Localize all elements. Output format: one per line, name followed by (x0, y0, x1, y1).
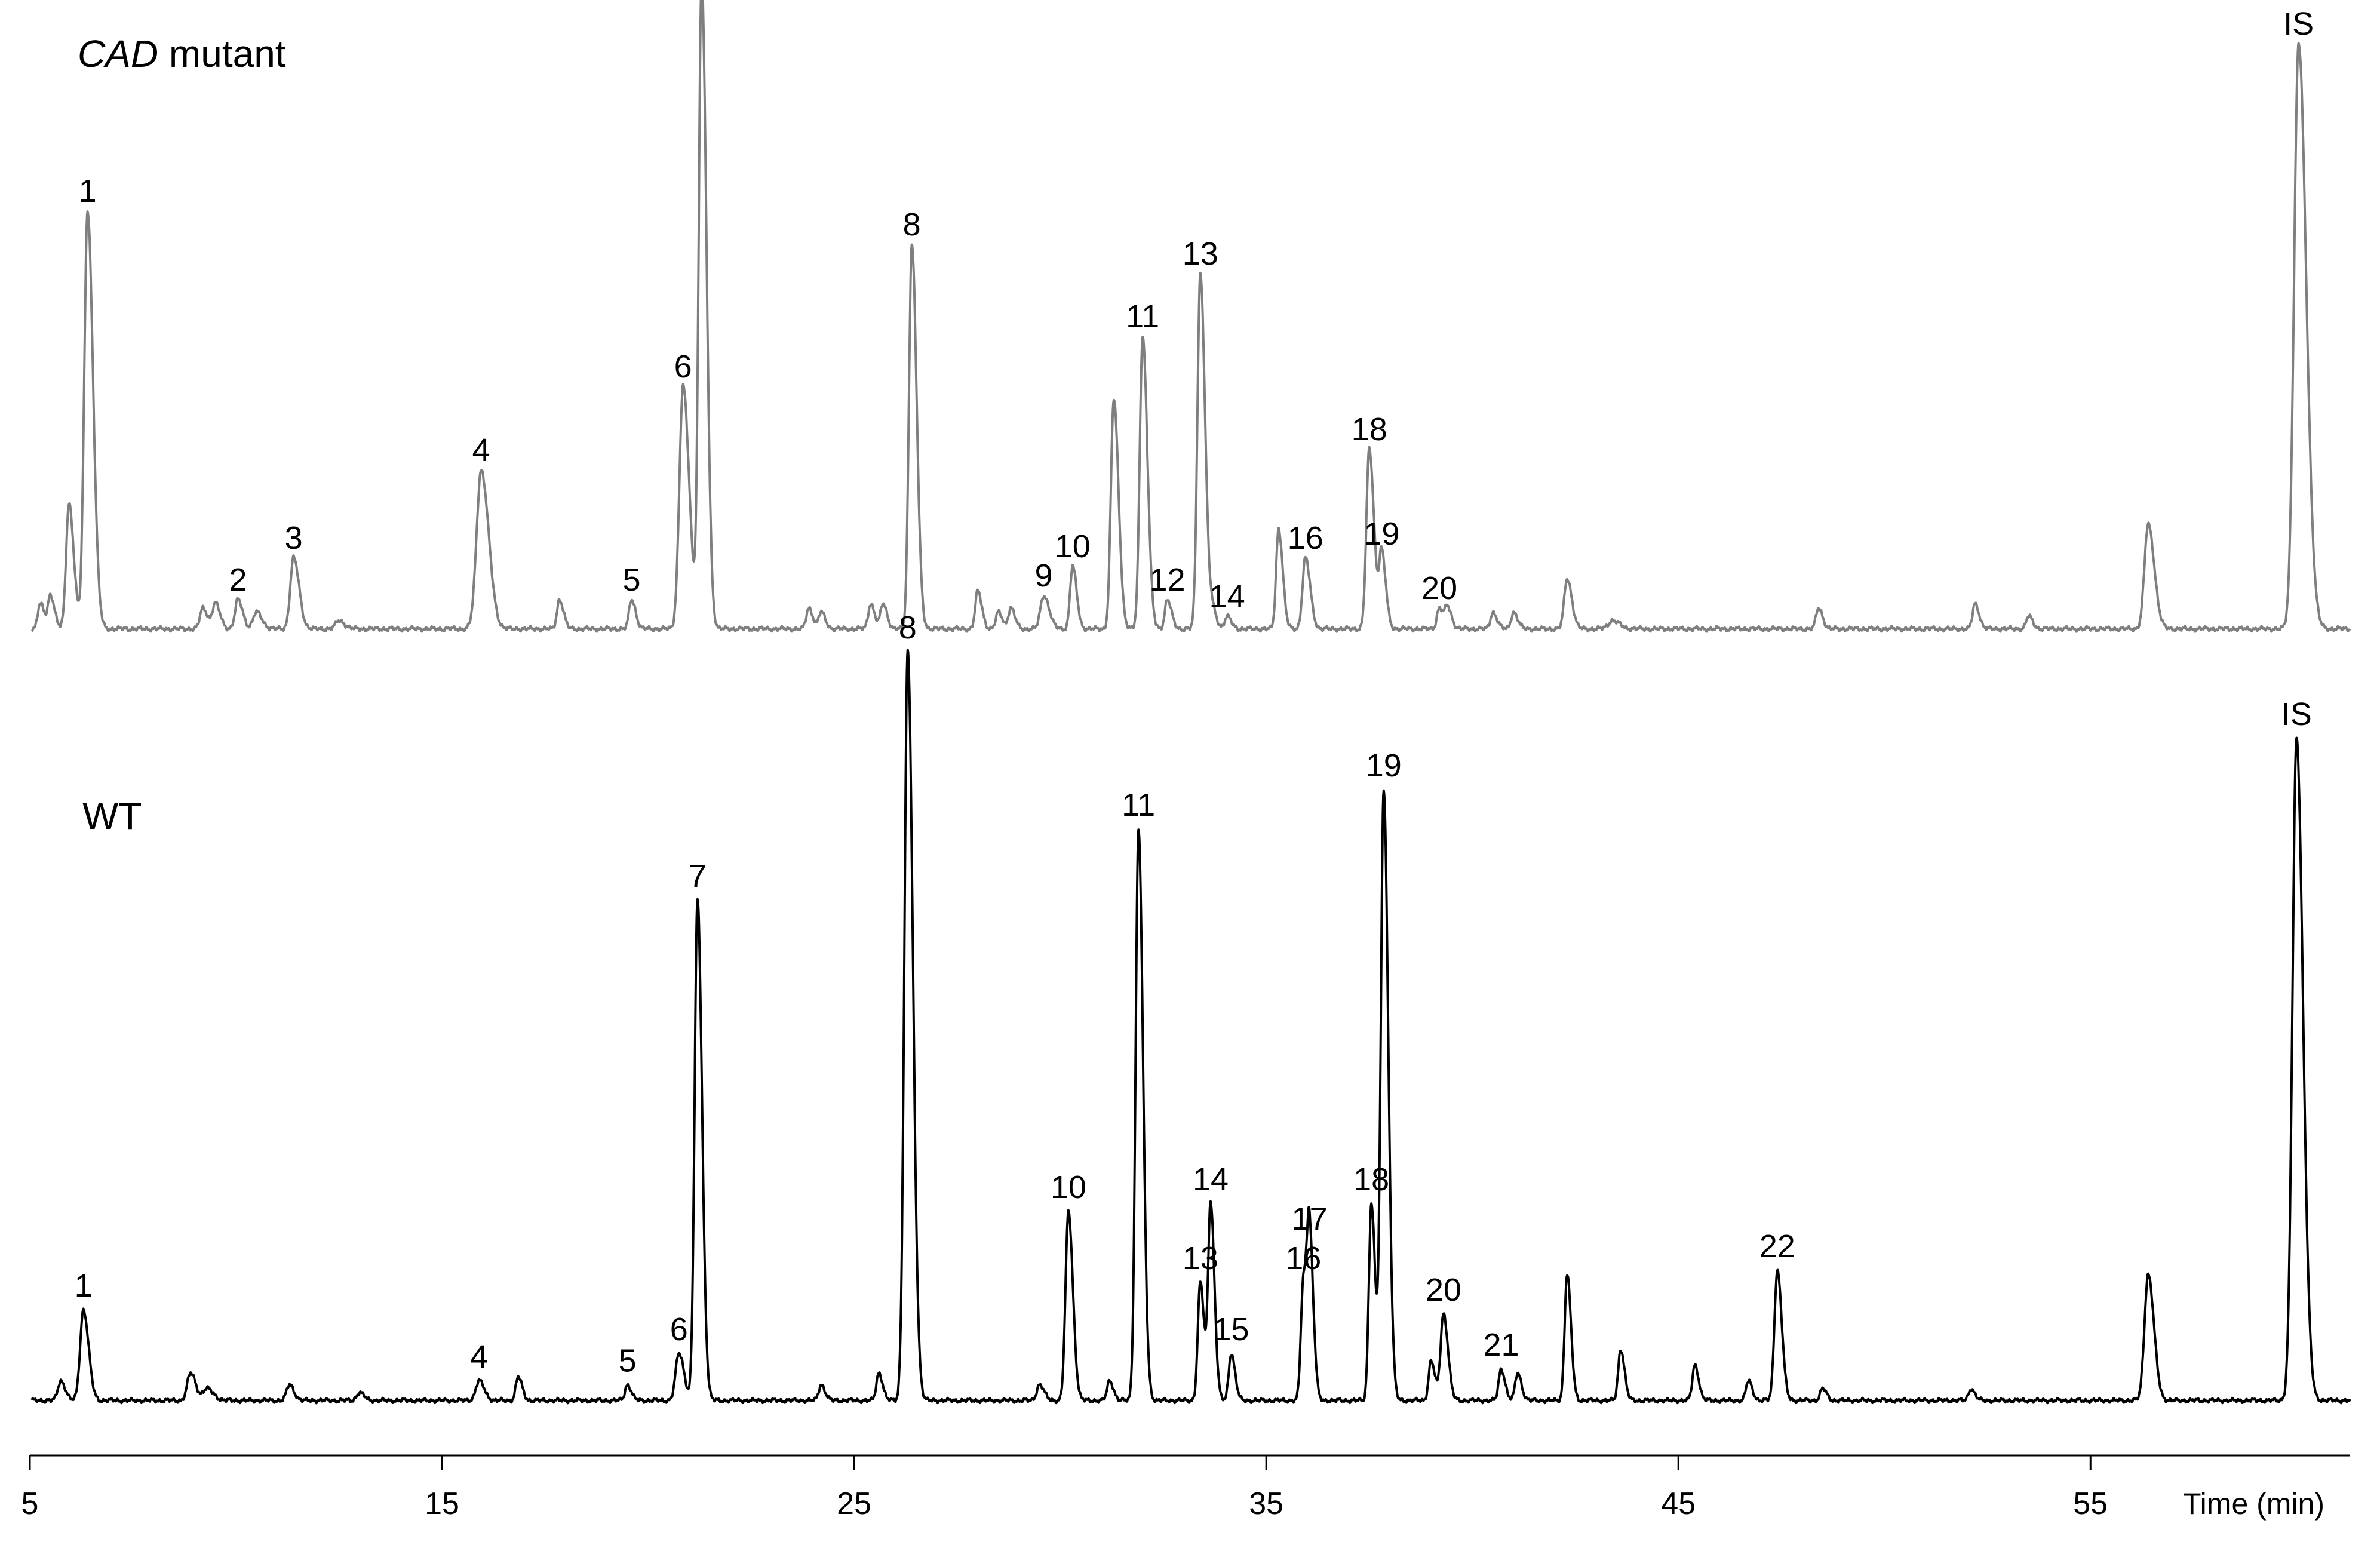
trace-label-cad-italic: CAD (78, 32, 158, 75)
x-tick-label: 25 (837, 1486, 871, 1521)
peak-label-wt-5: 5 (619, 1343, 637, 1379)
peak-label-mutant-11: 11 (1126, 299, 1159, 334)
peak-label-wt-19: 19 (1366, 748, 1402, 784)
trace-label-cad-rest: mutant (158, 32, 286, 75)
peak-label-wt-8: 8 (899, 610, 917, 646)
peak-label-mutant-2: 2 (229, 562, 247, 598)
peak-label-mutant-10: 10 (1055, 529, 1091, 564)
peak-label-mutant-4: 4 (472, 432, 490, 468)
x-tick-label: 5 (22, 1486, 39, 1521)
peak-label-mutant-6: 6 (674, 349, 692, 385)
peak-label-wt-13: 13 (1183, 1240, 1218, 1276)
trace-label-wt: WT (82, 794, 142, 837)
peak-label-wt-IS: IS (2281, 696, 2312, 732)
trace-label-cad-mutant: CAD mutant (78, 32, 286, 75)
peak-label-wt-18: 18 (1353, 1162, 1389, 1197)
peak-label-mutant-20: 20 (1421, 570, 1457, 606)
peak-label-mutant-1: 1 (79, 173, 97, 209)
peak-label-mutant-IS: IS (2283, 6, 2314, 42)
peak-label-wt-22: 22 (1759, 1228, 1795, 1264)
x-axis-title: Time (min) (2183, 1487, 2324, 1521)
peak-label-wt-16: 16 (1285, 1240, 1321, 1276)
peak-label-mutant-14: 14 (1209, 579, 1245, 615)
svg-text:CAD mutant: CAD mutant (78, 32, 286, 75)
peak-label-mutant-19: 19 (1363, 516, 1399, 552)
peak-label-mutant-5: 5 (622, 562, 640, 598)
peak-label-wt-20: 20 (1426, 1272, 1461, 1308)
peak-label-wt-17: 17 (1292, 1201, 1328, 1237)
x-tick-label: 15 (425, 1486, 459, 1521)
peak-label-wt-10: 10 (1051, 1169, 1086, 1205)
peak-label-mutant-9: 9 (1034, 558, 1052, 594)
peak-label-wt-14: 14 (1193, 1162, 1229, 1197)
peak-label-wt-7: 7 (689, 858, 707, 894)
peak-label-mutant-3: 3 (285, 520, 303, 556)
x-axis-ticks: 5 15 25 35 45 55 (22, 1455, 2108, 1521)
peak-label-mutant-12: 12 (1149, 562, 1185, 598)
peak-label-mutant-18: 18 (1352, 411, 1387, 447)
peak-label-mutant-8: 8 (903, 207, 921, 242)
peak-label-wt-6: 6 (670, 1311, 688, 1347)
peak-labels: 123456789101112131416181920IS14567810111… (75, 6, 2314, 1379)
peak-label-mutant-16: 16 (1288, 520, 1323, 556)
trace-line-cad-mutant (30, 0, 2351, 633)
peak-label-wt-4: 4 (470, 1339, 488, 1375)
peak-label-wt-11: 11 (1122, 787, 1155, 823)
peak-label-mutant-13: 13 (1183, 236, 1218, 272)
x-tick-label: 35 (1249, 1486, 1283, 1521)
x-tick-label: 45 (1661, 1486, 1696, 1521)
x-tick-label: 55 (2073, 1486, 2108, 1521)
peak-label-wt-15: 15 (1213, 1311, 1249, 1347)
peak-label-wt-1: 1 (75, 1268, 93, 1304)
peak-label-wt-21: 21 (1483, 1327, 1519, 1363)
trace-line-wt (30, 649, 2351, 1405)
